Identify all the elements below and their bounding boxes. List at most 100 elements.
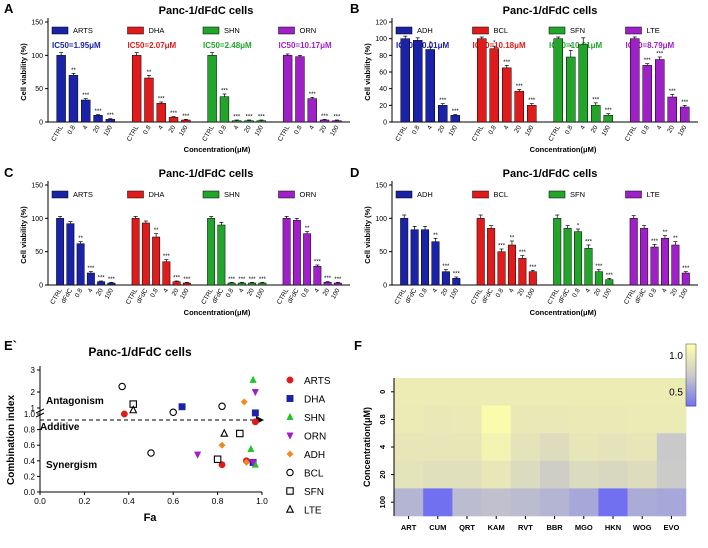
legend-swatch [51, 26, 69, 35]
bar [630, 38, 640, 123]
bar [629, 218, 638, 286]
y-tick-label: 0.8 [24, 426, 36, 435]
legend-label: ARTS [304, 376, 331, 387]
bar [553, 38, 563, 123]
legend-swatch [202, 26, 220, 35]
legend-marker [286, 432, 294, 440]
legend-label: LTE [304, 506, 322, 517]
y-tick-label: 150 [31, 20, 43, 27]
y-tick-label: 3 [31, 366, 36, 375]
heatmap-cell [627, 433, 658, 462]
axis-break [35, 412, 45, 418]
column-label: QRT [459, 523, 475, 532]
x-tick-label: 0.8 [648, 287, 659, 299]
panel-letter: B [350, 1, 359, 16]
colorbar-segment [686, 370, 696, 373]
y-tick-label: 0.2 [24, 472, 36, 481]
axis-break [35, 408, 45, 414]
x-tick-label: 4 [579, 124, 587, 131]
x-tick-label: CTRL [50, 124, 65, 143]
heatmap-cell [394, 378, 424, 406]
x-tick-label: 0.8 [225, 287, 236, 299]
colorbar-segment [686, 401, 696, 404]
significance-label: *** [246, 115, 254, 121]
bar [400, 218, 409, 286]
y-tick-label: 0.4 [24, 457, 36, 466]
legend-marker [286, 468, 294, 477]
bar [680, 106, 690, 123]
legend-label: BCL [494, 26, 509, 35]
colorbar-segment [686, 353, 696, 356]
x-tick-label: 0.2 [78, 496, 90, 506]
bar [514, 90, 524, 123]
x-axis-label: Concentration(μM) [530, 145, 597, 154]
bar [181, 119, 191, 123]
data-point [218, 461, 226, 469]
heatmap-cell [481, 460, 512, 489]
bar [400, 38, 410, 123]
colorbar-segment [686, 357, 696, 360]
data-point [218, 402, 226, 411]
x-tick-label: 100 [449, 287, 461, 300]
colorbar-segment [686, 399, 696, 402]
bar [667, 96, 677, 123]
bar [518, 258, 527, 286]
bar [563, 228, 572, 286]
row-label: 0 [378, 390, 387, 394]
data-point [249, 375, 257, 383]
x-tick-label: 4 [313, 287, 321, 294]
heatmap-cell [481, 405, 512, 434]
x-tick-label: 0.8 [67, 124, 78, 136]
x-tick-label: 4 [508, 287, 516, 294]
colorbar-segment [686, 348, 696, 351]
significance-label: *** [529, 265, 537, 271]
significance-label: *** [681, 100, 689, 106]
significance-label: *** [606, 273, 614, 279]
colorbar-segment [686, 385, 696, 388]
legend-label: ORN [300, 26, 317, 35]
significance-label: ** [673, 236, 678, 242]
significance-label: *** [498, 244, 506, 250]
significance-label: *** [528, 98, 536, 104]
bar [487, 228, 496, 286]
panel-title: Panc-1/dFdC cells [88, 345, 192, 359]
y-tick-label: 1 [31, 404, 36, 413]
bar [162, 261, 171, 286]
bar [655, 59, 665, 123]
data-point [120, 410, 128, 418]
data-point [129, 405, 138, 414]
significance-label: * [577, 224, 580, 230]
bar [97, 281, 106, 286]
bar [476, 218, 485, 286]
bar [258, 282, 267, 286]
significance-label: *** [585, 240, 593, 246]
y-tick-label: 0 [39, 283, 43, 290]
colorbar-segment [686, 344, 696, 347]
bar [502, 67, 512, 123]
x-tick-label: 0.8 [218, 124, 229, 136]
colorbar-segment [686, 345, 696, 348]
legend-label: BCL [304, 469, 324, 480]
data-point [218, 441, 226, 449]
legend-swatch [202, 190, 220, 199]
legend-swatch [51, 190, 69, 199]
bar [410, 229, 419, 286]
y-axis-label: Combination index [6, 395, 17, 485]
bar [76, 243, 85, 286]
bar [528, 271, 537, 286]
heatmap-cell [452, 405, 482, 434]
x-tick-label: 100 [525, 287, 537, 300]
legend-marker [286, 412, 294, 420]
significance-label: *** [87, 266, 95, 272]
significance-label: *** [259, 277, 267, 283]
x-tick-label: 100 [254, 124, 266, 137]
bar [292, 220, 301, 286]
legend-marker [286, 487, 294, 495]
y-tick-label: 100 [375, 36, 387, 43]
bar [56, 218, 65, 286]
column-label: HKN [605, 523, 621, 532]
legend-label: DHA [149, 26, 165, 35]
colorbar-segment [686, 361, 696, 364]
x-tick-label: 100 [678, 287, 690, 300]
x-tick-label: 0.8 [487, 124, 498, 136]
